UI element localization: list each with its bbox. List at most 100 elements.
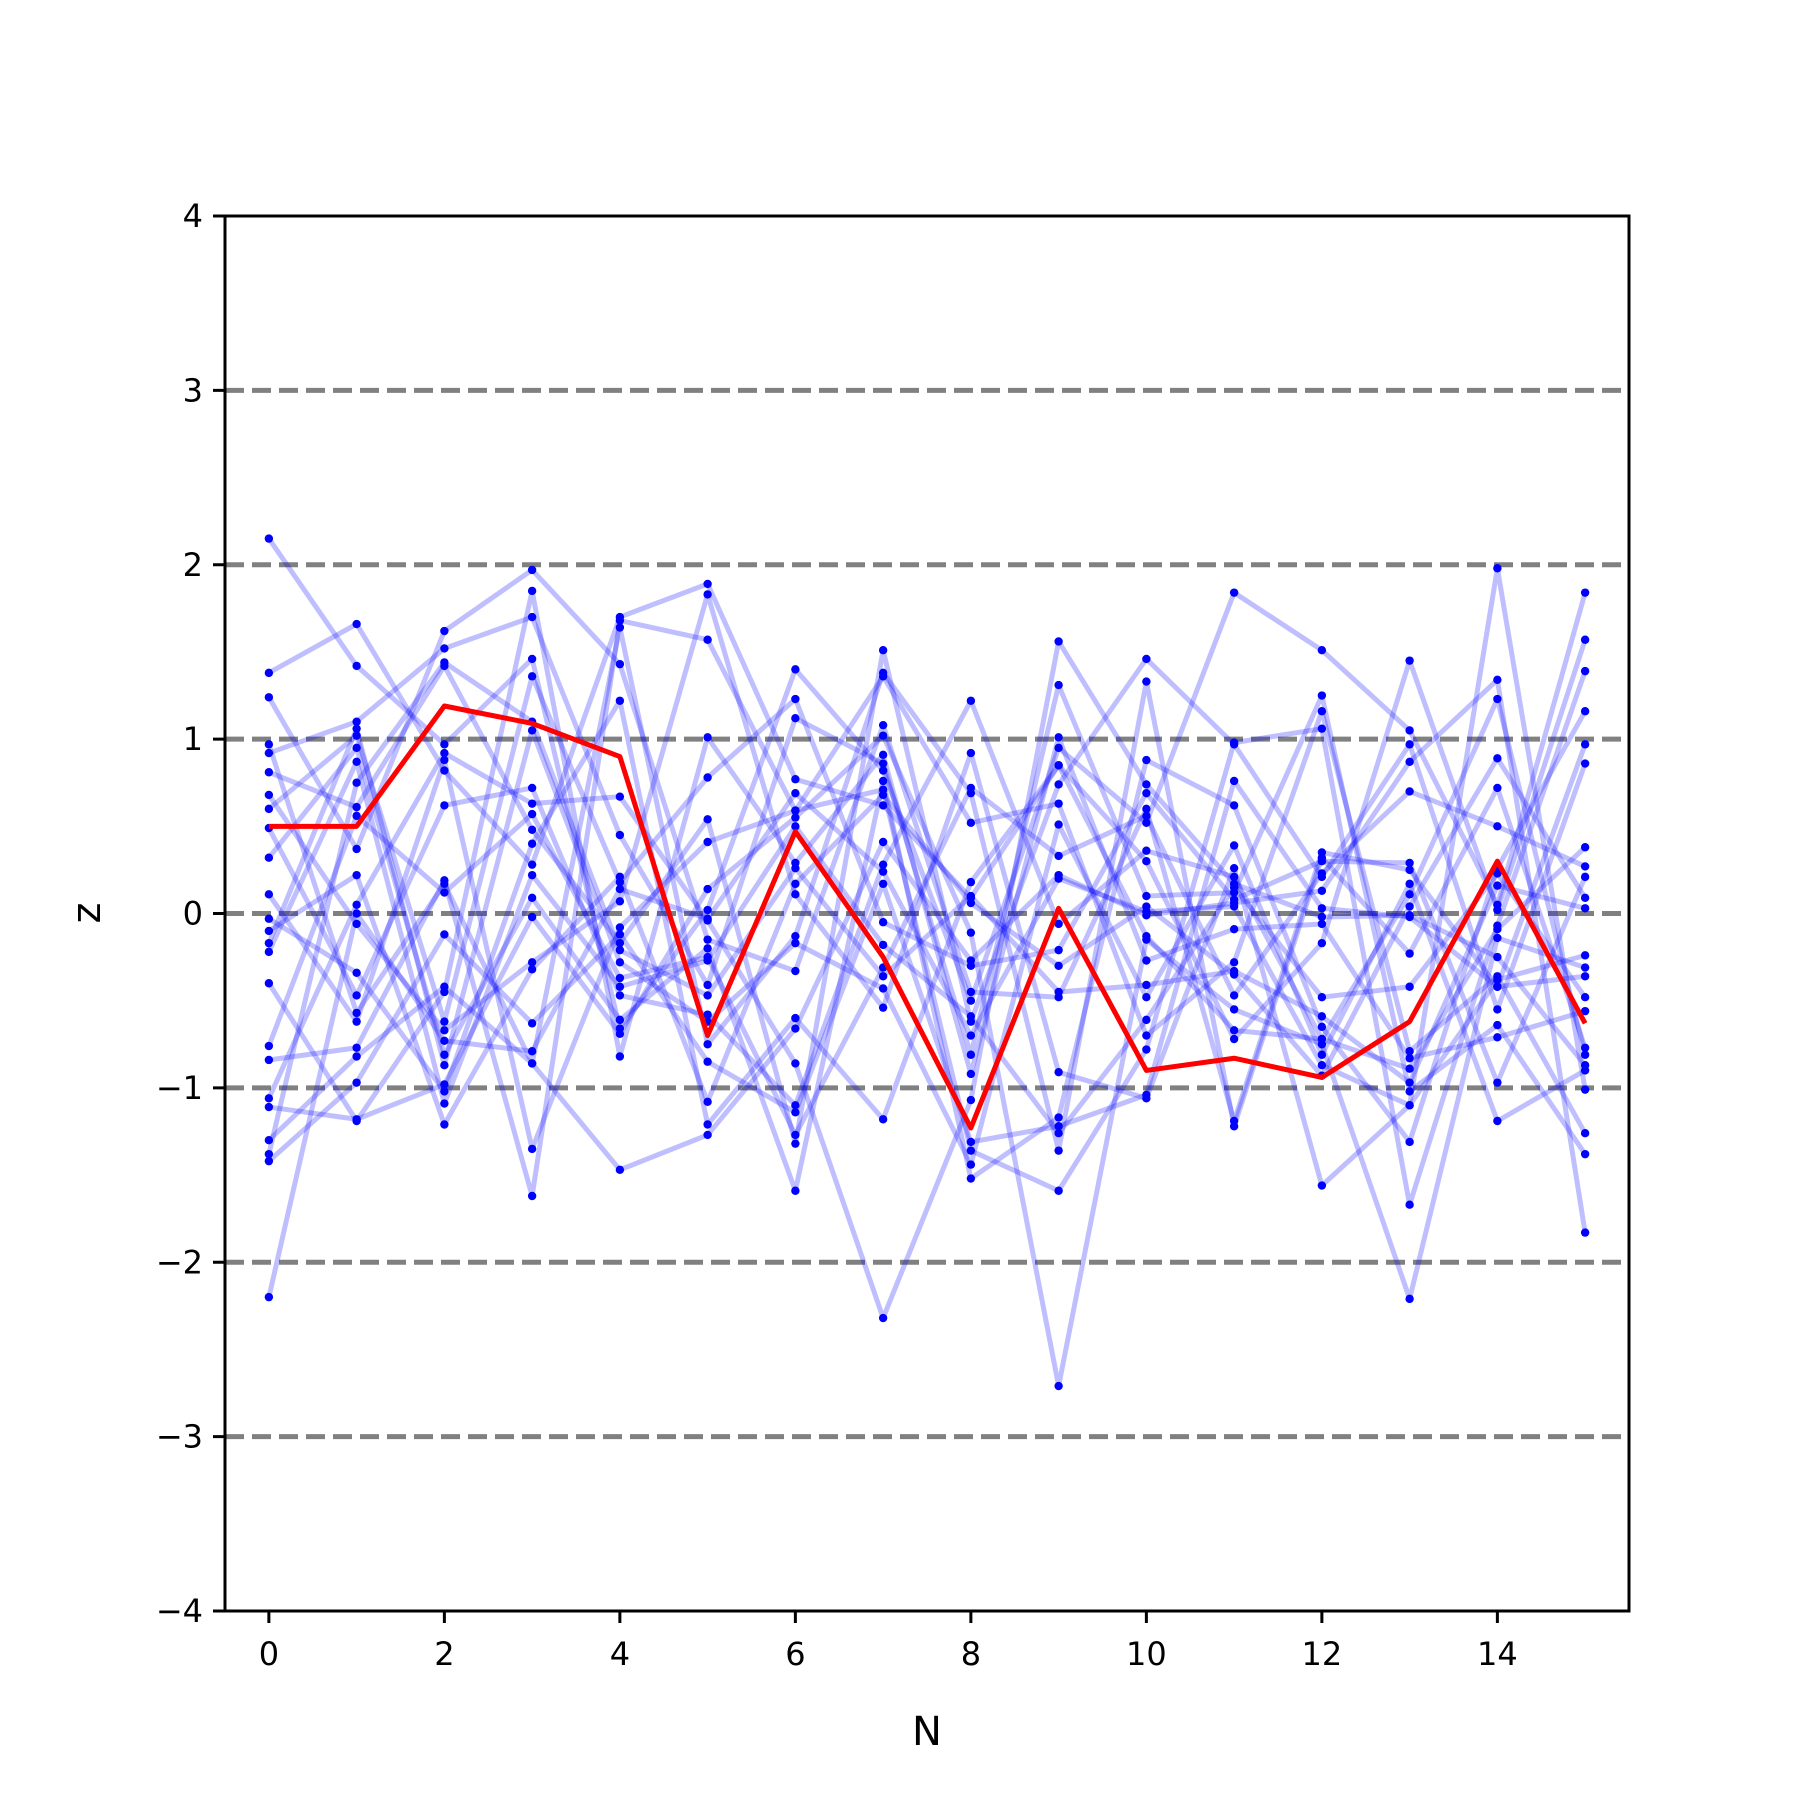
sample-point xyxy=(615,830,625,840)
highlight-series-group xyxy=(268,703,1588,1131)
sample-point xyxy=(527,825,537,834)
sample-point xyxy=(527,612,537,622)
sample-point xyxy=(352,731,361,740)
sample-point xyxy=(527,1059,537,1068)
sample-point xyxy=(1405,879,1414,889)
sample-point xyxy=(352,1052,361,1061)
sample-point xyxy=(1054,1129,1063,1138)
sample-point xyxy=(1142,1045,1151,1054)
sample-series-line xyxy=(268,733,1586,1389)
sample-point xyxy=(703,635,712,644)
sample-point xyxy=(440,930,449,939)
sample-point xyxy=(615,623,625,632)
sample-point xyxy=(1142,677,1151,686)
x-tick-label: 6 xyxy=(785,1635,805,1673)
sample-series-line xyxy=(267,698,1587,1127)
sample-point xyxy=(1229,1034,1239,1044)
sample-series-line xyxy=(267,743,1588,1163)
sample-series-line xyxy=(266,673,1588,1152)
sample-point xyxy=(440,766,449,775)
sample-point xyxy=(791,863,800,873)
sample-point xyxy=(791,1059,800,1068)
sample-point xyxy=(703,1097,712,1107)
sample-point xyxy=(1580,1149,1590,1159)
sample-series-line xyxy=(266,625,1588,1154)
sample-point xyxy=(878,918,888,927)
sample-point xyxy=(1054,1122,1063,1131)
y-tick-label: 0 xyxy=(183,895,203,933)
sample-point xyxy=(352,870,361,880)
sample-point xyxy=(352,724,361,733)
sample-point xyxy=(352,661,361,671)
sample-series-line xyxy=(266,790,1586,1298)
sample-point xyxy=(1229,1026,1239,1035)
sample-point xyxy=(440,1087,449,1096)
y-tick-label: −4 xyxy=(156,1592,203,1630)
x-tick-label: 4 xyxy=(610,1635,630,1673)
sample-point xyxy=(878,801,888,810)
sample-point xyxy=(352,968,361,977)
sample-series-line xyxy=(266,537,1588,1032)
sample-point xyxy=(615,930,625,939)
sample-point xyxy=(1142,907,1151,916)
sample-point xyxy=(352,909,361,918)
sample-point xyxy=(703,884,712,894)
sample-point xyxy=(1054,761,1063,770)
sample-point xyxy=(264,914,274,923)
y-tick-label: −2 xyxy=(156,1243,203,1281)
sample-point xyxy=(1317,645,1327,655)
sample-point xyxy=(615,945,625,955)
sample-point xyxy=(615,616,625,625)
sample-point xyxy=(966,987,976,997)
sample-point xyxy=(878,940,888,950)
sample-point xyxy=(264,804,274,814)
sample-point xyxy=(1229,966,1239,976)
sample-point xyxy=(440,1050,449,1059)
sample-point xyxy=(1580,740,1590,749)
sample-point xyxy=(440,1017,449,1026)
x-tick-label: 12 xyxy=(1302,1635,1343,1673)
sample-point xyxy=(791,1186,800,1195)
sample-point xyxy=(1580,872,1590,882)
sample-series-line xyxy=(266,638,1588,1321)
sample-point xyxy=(1317,919,1327,929)
sample-series-group xyxy=(264,534,1590,1391)
sample-point xyxy=(1405,787,1414,796)
sample-point xyxy=(615,982,625,991)
sample-point xyxy=(1142,780,1151,789)
sample-point xyxy=(1405,1087,1414,1096)
sample-point xyxy=(352,844,361,854)
sample-point xyxy=(1054,743,1063,753)
sample-point xyxy=(1405,949,1414,958)
sample-point xyxy=(1317,1012,1327,1021)
sample-point xyxy=(703,579,712,589)
sample-point xyxy=(1405,1064,1414,1073)
sample-point xyxy=(1142,804,1151,814)
sample-series-line xyxy=(266,565,1588,1189)
sample-point xyxy=(1405,982,1414,991)
sample-series-line xyxy=(266,588,1586,1124)
sample-point xyxy=(1493,783,1502,793)
sample-series-line xyxy=(267,647,1588,1147)
sample-point xyxy=(966,1160,976,1169)
sample-point xyxy=(1580,843,1590,852)
sample-point xyxy=(1142,818,1151,828)
sample-point xyxy=(791,806,800,815)
sample-point xyxy=(1493,881,1502,890)
sample-point xyxy=(966,783,976,793)
sample-point xyxy=(1580,666,1590,676)
sample-point xyxy=(527,1144,537,1154)
y-tick-label: −3 xyxy=(156,1418,203,1456)
sample-point xyxy=(1405,1200,1414,1209)
sample-point xyxy=(1142,856,1151,866)
sample-point xyxy=(440,626,449,636)
sample-point xyxy=(1580,1043,1590,1052)
reference-lines xyxy=(225,387,1629,1440)
sample-point xyxy=(527,870,537,880)
sample-point xyxy=(264,1102,274,1112)
sample-point xyxy=(440,1061,449,1070)
sample-point xyxy=(352,757,361,766)
sample-point xyxy=(966,1137,976,1147)
